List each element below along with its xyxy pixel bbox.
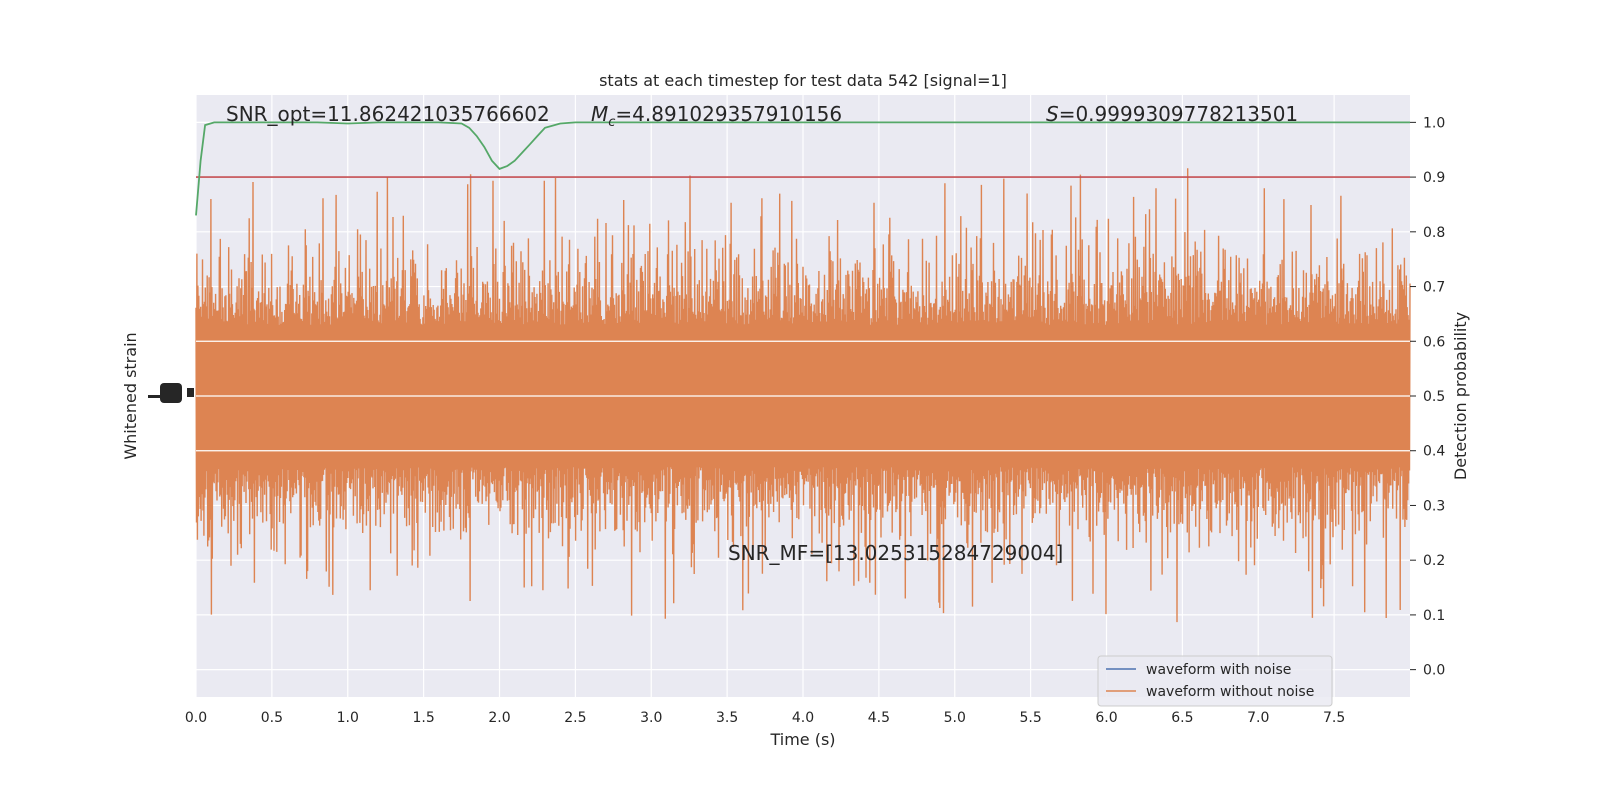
x-tick-label: 4.5: [868, 710, 890, 726]
legend-label-waveform-with-noise: waveform with noise: [1146, 662, 1291, 678]
legend-box: [1097, 655, 1333, 707]
x-tick-label: 1.5: [412, 710, 434, 726]
x-tick-label: 7.5: [1323, 710, 1345, 726]
x-tick-label: 2.5: [564, 710, 586, 726]
y-right-tick-label: 0.3: [1423, 498, 1445, 514]
x-tick-label: 6.5: [1171, 710, 1193, 726]
x-tick-label: 5.5: [1019, 710, 1041, 726]
y-axis-right-ticks: 0.0 0.1 0.2 0.3 0.4 0.5 0.6 0.7 0.8 0.9 1.0: [1410, 115, 1445, 679]
x-tick-label: 3.5: [716, 710, 738, 726]
chirp-mass-annotation: Mc=4.891029357910156: [591, 102, 842, 130]
y-right-tick-label: 0.1: [1423, 608, 1445, 624]
x-tick-label: 1.0: [337, 710, 359, 726]
x-tick-label: 4.0: [792, 710, 814, 726]
left-tick-mark: [148, 395, 162, 398]
chirp-mass-subscript: c: [608, 115, 615, 130]
x-axis-ticks: 0.0 0.5 1.0 1.5 2.0 2.5 3.0 3.5 4.0 4.5 5.0 5.5 6.0 6…: [185, 710, 1345, 726]
y-right-tick-label: 0.5: [1423, 389, 1445, 405]
y-right-tick-label: 0.7: [1423, 280, 1445, 296]
y-right-tick-label: 0.4: [1423, 444, 1445, 460]
series-waveform-without-noise: [195, 168, 1411, 623]
y-right-tick-label: 0.0: [1423, 663, 1445, 679]
s-symbol: S: [1046, 102, 1059, 126]
legend-label-waveform-without-noise: waveform without noise: [1146, 684, 1314, 700]
y-axis-left-label: Whitened strain: [121, 332, 140, 459]
chirp-mass-symbol: M: [591, 102, 608, 126]
chirp-mass-value: =4.891029357910156: [615, 102, 842, 126]
s-value: =0.9999309778213501: [1059, 102, 1298, 126]
y-right-tick-label: 1.0: [1423, 115, 1445, 131]
legend: waveform with noise waveform without noi…: [1097, 655, 1333, 707]
chart-title: stats at each timestep for test data 542…: [599, 71, 1007, 90]
y-right-tick-label: 0.2: [1423, 553, 1445, 569]
snr-opt-annotation: SNR_opt=11.862421035766602: [226, 102, 550, 126]
x-tick-label: 5.0: [944, 710, 966, 726]
y-axis-right-label: Detection probability: [1451, 312, 1470, 480]
x-tick-label: 7.0: [1247, 710, 1269, 726]
snr-mf-annotation: SNR_MF=[13.025315284729004]: [728, 541, 1063, 565]
x-tick-label: 0.0: [185, 710, 207, 726]
left-tick-mark-2: [187, 388, 194, 397]
x-tick-label: 2.0: [488, 710, 510, 726]
y-right-tick-label: 0.8: [1423, 225, 1445, 241]
annotations: SNR_opt=11.862421035766602 Mc=4.89102935…: [226, 102, 1298, 565]
x-tick-label: 3.0: [640, 710, 662, 726]
y-right-tick-label: 0.6: [1423, 334, 1445, 350]
y-right-tick-label: 0.9: [1423, 170, 1445, 186]
s-annotation: S=0.9999309778213501: [1046, 102, 1298, 126]
left-tick-cluster: [160, 383, 182, 403]
left-axis-collapsed-ticks: [148, 383, 194, 403]
series-detection-probability-group: [195, 121, 1410, 216]
x-tick-label: 0.5: [261, 710, 283, 726]
detection-probability-line: [195, 121, 1410, 216]
x-axis-label: Time (s): [769, 730, 835, 749]
x-tick-label: 6.0: [1095, 710, 1117, 726]
